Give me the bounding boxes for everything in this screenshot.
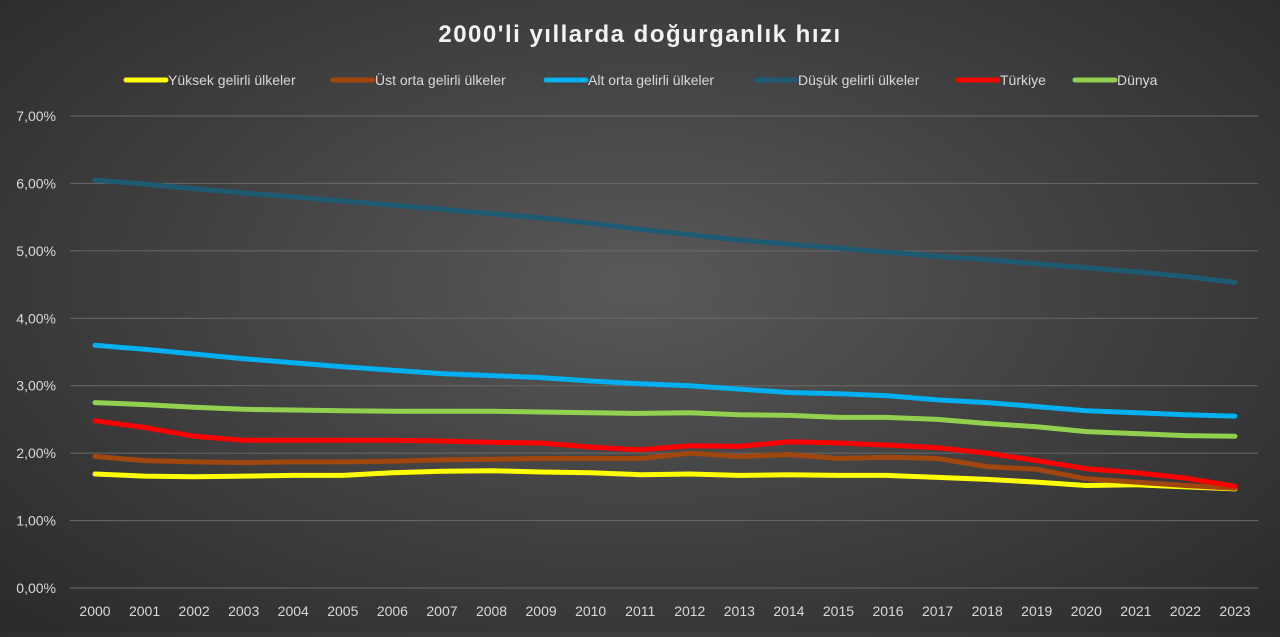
x-tick-label: 2004 xyxy=(278,603,309,619)
legend-item: Yüksek gelirli ülkeler xyxy=(123,72,296,88)
y-tick-label: 5,00% xyxy=(16,243,56,259)
legend-label: Yüksek gelirli ülkeler xyxy=(168,72,296,88)
legend-label: Dünya xyxy=(1117,72,1158,88)
legend-item: Türkiye xyxy=(955,72,1046,88)
legend-label: Düşük gelirli ülkeler xyxy=(798,72,920,88)
legend-item: Dünya xyxy=(1072,72,1158,88)
x-axis-tick-labels: 2000 2001 2002 2003 2004 2005 2006 2007 2008 2009… xyxy=(79,603,1250,619)
x-tick-label: 2022 xyxy=(1170,603,1201,619)
series-line-2 xyxy=(92,450,1238,491)
series-line-4 xyxy=(92,177,1238,285)
x-tick-label: 2006 xyxy=(377,603,408,619)
series-line-1 xyxy=(92,468,1238,492)
legend-item: Üst orta gelirli ülkeler xyxy=(330,71,506,88)
x-tick-label: 2019 xyxy=(1021,603,1052,619)
x-tick-label: 2012 xyxy=(674,603,705,619)
x-tick-label: 2021 xyxy=(1120,603,1151,619)
x-tick-label: 2005 xyxy=(327,603,358,619)
series-line-5 xyxy=(92,418,1238,489)
series-lines xyxy=(92,177,1238,492)
series-line-6 xyxy=(92,400,1238,439)
legend-label: Türkiye xyxy=(1000,72,1046,88)
y-tick-label: 0,00% xyxy=(16,580,56,596)
x-tick-label: 2017 xyxy=(922,603,953,619)
x-tick-label: 2008 xyxy=(476,603,507,619)
y-tick-label: 4,00% xyxy=(16,310,56,326)
x-tick-label: 2010 xyxy=(575,603,606,619)
legend-item: Alt orta gelirli ülkeler xyxy=(543,72,714,88)
legend: Yüksek gelirli ülkeler Üst orta gelirli ü… xyxy=(123,71,1158,88)
y-tick-label: 2,00% xyxy=(16,445,56,461)
y-tick-label: 1,00% xyxy=(16,513,56,529)
x-tick-label: 2002 xyxy=(179,603,210,619)
x-tick-label: 2023 xyxy=(1219,603,1250,619)
x-tick-label: 2015 xyxy=(823,603,854,619)
x-tick-label: 2001 xyxy=(129,603,160,619)
x-tick-label: 2003 xyxy=(228,603,259,619)
x-tick-label: 2011 xyxy=(625,603,655,619)
x-tick-label: 2016 xyxy=(872,603,903,619)
x-tick-label: 2007 xyxy=(426,603,457,619)
chart-title: 2000'li yıllarda doğurganlık hızı xyxy=(438,21,841,48)
legend-item: Düşük gelirli ülkeler xyxy=(753,72,920,88)
y-tick-label: 7,00% xyxy=(16,108,56,124)
series-line-3 xyxy=(92,342,1238,419)
y-axis-tick-labels: 0,00% 1,00% 2,00% 3,00% 4,00% 5,00% 6,00% 7,00% xyxy=(16,108,56,596)
legend-label: Üst orta gelirli ülkeler xyxy=(375,71,506,88)
y-tick-label: 3,00% xyxy=(16,378,56,394)
y-tick-label: 6,00% xyxy=(16,175,56,191)
x-tick-label: 2020 xyxy=(1071,603,1102,619)
gridlines xyxy=(70,115,1258,589)
x-tick-label: 2000 xyxy=(79,603,110,619)
x-tick-label: 2009 xyxy=(526,603,557,619)
legend-label: Alt orta gelirli ülkeler xyxy=(588,72,714,88)
x-tick-label: 2014 xyxy=(773,603,804,619)
x-tick-label: 2018 xyxy=(972,603,1003,619)
x-tick-label: 2013 xyxy=(724,603,755,619)
